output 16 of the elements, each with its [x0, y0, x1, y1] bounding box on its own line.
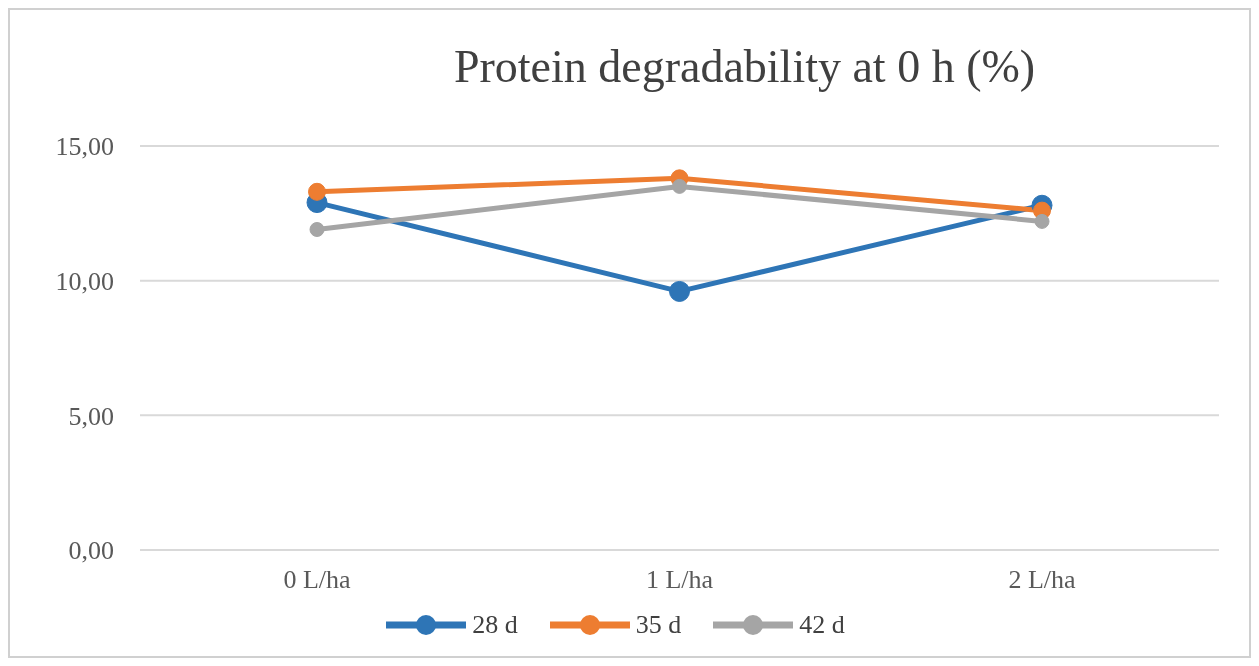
- y-tick-label: 0,00: [68, 536, 114, 566]
- point: [309, 221, 325, 237]
- legend-label: 42 d: [799, 610, 845, 640]
- x-tick-label: 2 L/ha: [1008, 565, 1077, 595]
- chart-title: Protein degradability at 0 h (%): [452, 40, 1037, 94]
- point: [1034, 213, 1050, 229]
- point: [308, 182, 326, 201]
- legend-label: 28 d: [472, 610, 518, 640]
- legend-label: 35 d: [635, 610, 682, 640]
- x-tick-label: 0 L/ha: [283, 565, 352, 595]
- point: [672, 178, 687, 194]
- y-tick-label: 15,00: [55, 132, 114, 162]
- y-tick-label: 10,00: [55, 266, 114, 296]
- y-tick-label: 5,00: [68, 401, 114, 431]
- x-tick-label: 1 L/ha: [645, 565, 714, 595]
- point: [669, 280, 690, 302]
